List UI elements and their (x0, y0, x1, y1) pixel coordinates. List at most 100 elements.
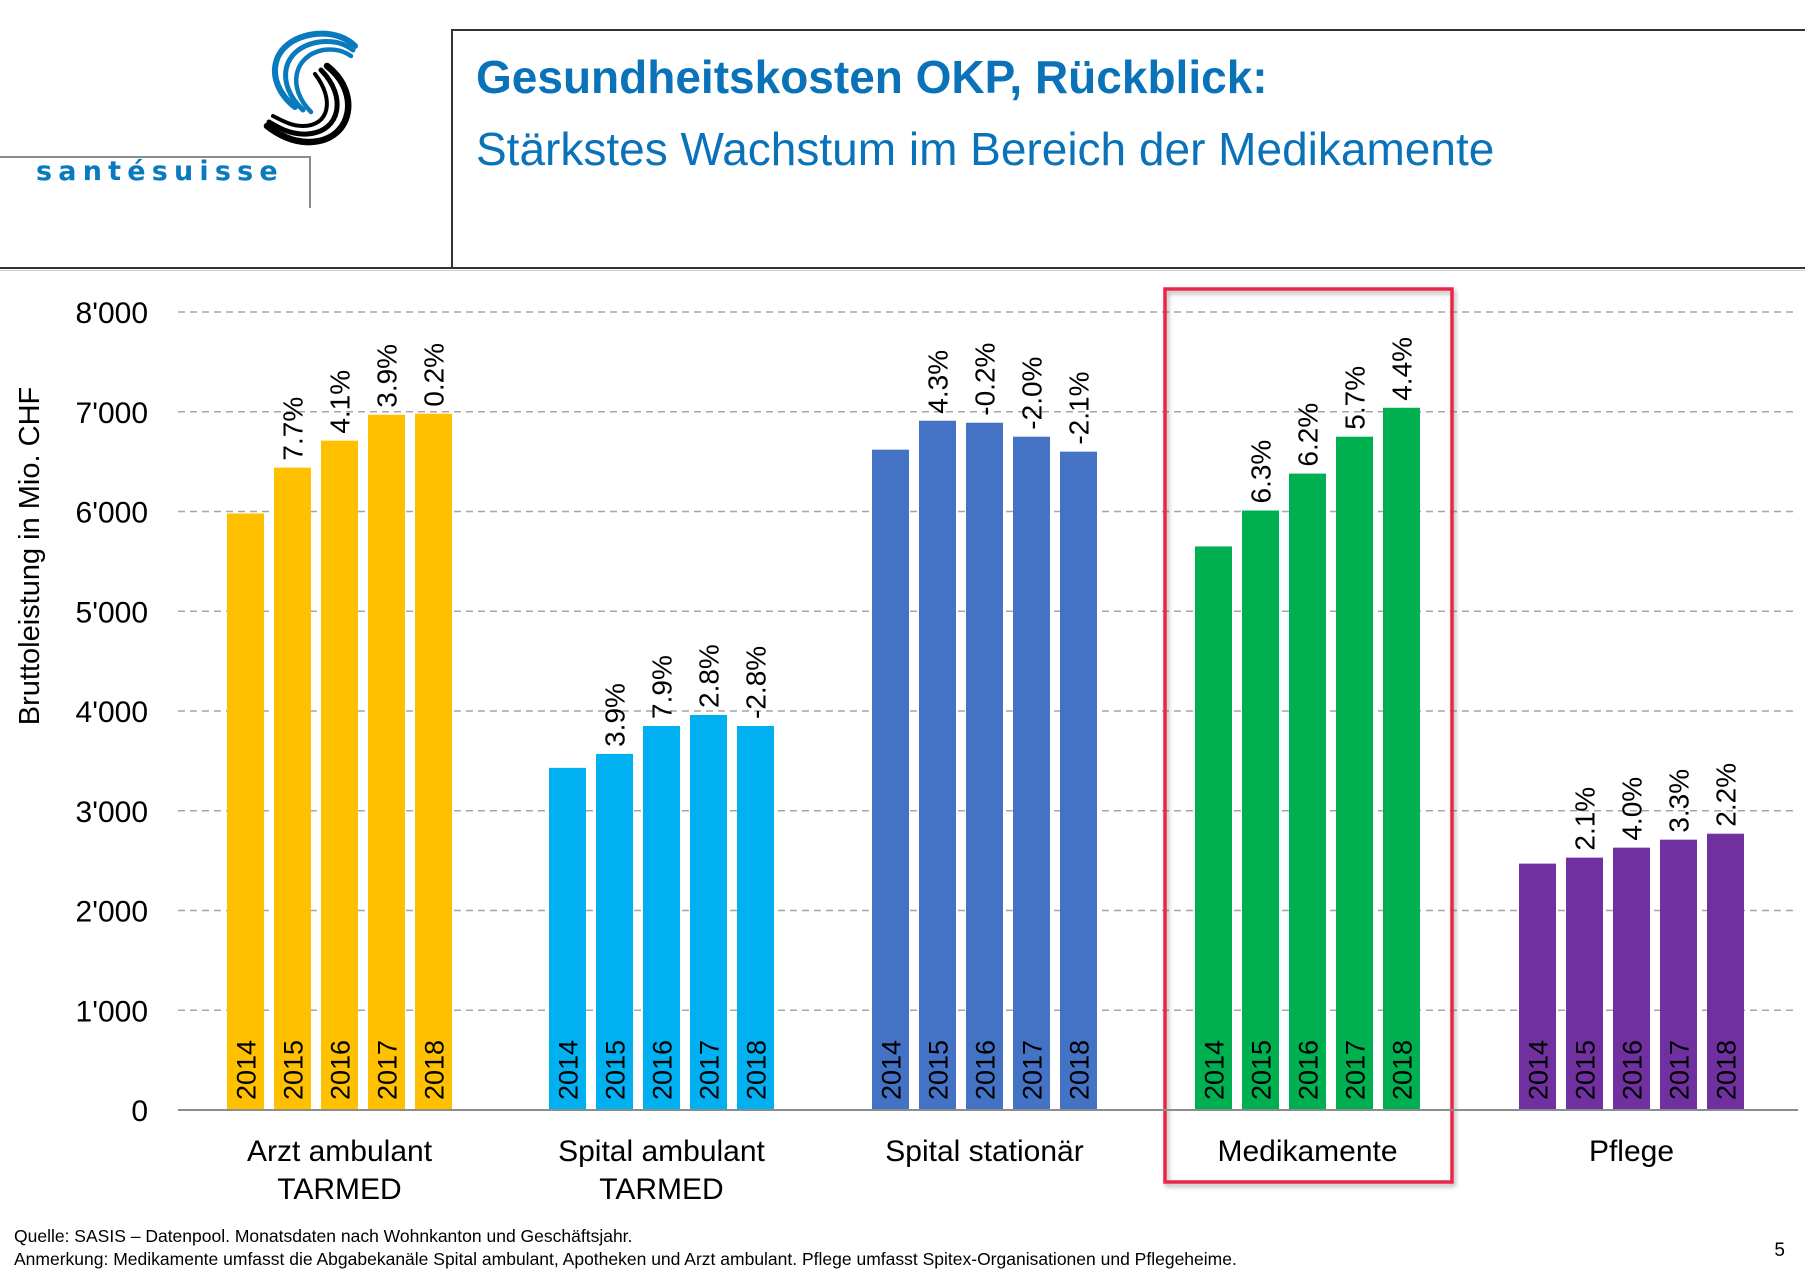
growth-label: 6.2% (1293, 403, 1324, 467)
bar-year-label: 2016 (648, 1040, 678, 1100)
logo-frame-line (0, 156, 310, 158)
annotation-note: Anmerkung: Medikamente umfasst die Abgab… (14, 1249, 1237, 1269)
category-label: Spital stationär (885, 1135, 1083, 1168)
bar (227, 513, 264, 1110)
bar-year-label: 2017 (695, 1040, 725, 1100)
bar-year-label: 2015 (1571, 1040, 1601, 1100)
bar (1336, 436, 1373, 1110)
bar-year-label: 2017 (1341, 1040, 1371, 1100)
y-tick-label: 3'000 (76, 796, 148, 829)
bar (368, 414, 405, 1110)
growth-label: 2.8% (694, 644, 725, 708)
growth-label: 4.0% (1617, 777, 1648, 841)
y-tick-label: 6'000 (76, 497, 148, 530)
bar-year-label: 2015 (1247, 1040, 1277, 1100)
bar-year-label: 2015 (279, 1040, 309, 1100)
growth-label: 7.9% (647, 655, 678, 719)
bar-year-label: 2014 (554, 1040, 584, 1100)
bar-year-label: 2018 (1712, 1040, 1742, 1100)
bar (966, 422, 1003, 1110)
bar-year-label: 2016 (1618, 1040, 1648, 1100)
highlight-box (1163, 287, 1454, 1184)
bar (1707, 833, 1744, 1110)
santesuisse-logo-icon (263, 30, 358, 146)
growth-label: -2.8% (741, 646, 772, 719)
bar (643, 725, 680, 1110)
logo-wordmark: santésuisse (36, 156, 284, 187)
bar (549, 767, 586, 1110)
bar (321, 440, 358, 1110)
header-divider-shadow (0, 270, 1805, 271)
bar (872, 449, 909, 1110)
y-axis-title: Bruttoleistung in Mio. CHF (14, 387, 46, 725)
header-frame-top (452, 29, 1805, 31)
y-tick-label: 0 (131, 1095, 148, 1128)
bar (919, 420, 956, 1110)
growth-label: 5.7% (1340, 366, 1371, 430)
bar (690, 714, 727, 1110)
bar (1566, 857, 1603, 1110)
bar-year-label: 2018 (1388, 1040, 1418, 1100)
growth-label: 4.3% (923, 350, 954, 414)
bar (1660, 839, 1697, 1110)
growth-label: 4.1% (325, 370, 356, 434)
bar-year-label: 2018 (742, 1040, 772, 1100)
growth-label: -2.0% (1017, 357, 1048, 430)
growth-label: 2.2% (1711, 763, 1742, 827)
page-subtitle: Stärkstes Wachstum im Bereich der Medika… (476, 123, 1495, 175)
bar-year-label: 2017 (1018, 1040, 1048, 1100)
growth-label: 3.3% (1664, 769, 1695, 833)
growth-label: 3.9% (600, 683, 631, 747)
y-tick-label: 7'000 (76, 397, 148, 430)
y-tick-label: 2'000 (76, 896, 148, 929)
bar-year-label: 2016 (326, 1040, 356, 1100)
category-label: Arzt ambulant (247, 1135, 433, 1168)
growth-label: 4.4% (1387, 337, 1418, 401)
bar (737, 725, 774, 1110)
growth-label: -0.2% (970, 343, 1001, 416)
bar-year-label: 2015 (924, 1040, 954, 1100)
bar (1519, 863, 1556, 1110)
bar-year-label: 2014 (232, 1040, 262, 1100)
bar-year-label: 2015 (601, 1040, 631, 1100)
source-note: Quelle: SASIS – Datenpool. Monatsdaten n… (14, 1226, 633, 1246)
header-divider (0, 267, 1805, 269)
growth-label: -2.1% (1064, 371, 1095, 444)
bar-year-label: 2017 (1665, 1040, 1695, 1100)
page-number: 5 (1774, 1240, 1785, 1261)
bar-year-label: 2017 (373, 1040, 403, 1100)
bar (1289, 473, 1326, 1111)
bar-year-label: 2014 (1200, 1040, 1230, 1100)
growth-label: 0.2% (419, 343, 450, 407)
bar-year-label: 2018 (420, 1040, 450, 1100)
category-label: TARMED (277, 1173, 401, 1206)
bar (1060, 451, 1097, 1110)
bar (1013, 436, 1050, 1110)
category-label: TARMED (599, 1173, 723, 1206)
bar (415, 413, 452, 1110)
header-frame-left (451, 29, 453, 268)
category-label: Medikamente (1217, 1135, 1397, 1168)
category-label: Pflege (1589, 1135, 1674, 1168)
bar (596, 753, 633, 1110)
bar (1195, 546, 1232, 1110)
y-tick-label: 4'000 (76, 696, 148, 729)
bar (1242, 510, 1279, 1110)
page-title: Gesundheitskosten OKP, Rückblick: (476, 51, 1268, 103)
bar-year-label: 2016 (1294, 1040, 1324, 1100)
bar-year-label: 2018 (1065, 1040, 1095, 1100)
growth-label: 7.7% (278, 397, 309, 461)
y-tick-label: 8'000 (76, 297, 148, 330)
bar-year-label: 2014 (1524, 1040, 1554, 1100)
y-tick-label: 5'000 (76, 596, 148, 629)
growth-label: 6.3% (1246, 440, 1277, 504)
growth-label: 2.1% (1570, 787, 1601, 851)
bar-year-label: 2014 (877, 1040, 907, 1100)
growth-label: 3.9% (372, 344, 403, 408)
bar (1613, 847, 1650, 1110)
y-tick-label: 1'000 (76, 995, 148, 1028)
logo-frame-line (309, 156, 311, 208)
bar (274, 467, 311, 1110)
category-label: Spital ambulant (558, 1135, 765, 1168)
